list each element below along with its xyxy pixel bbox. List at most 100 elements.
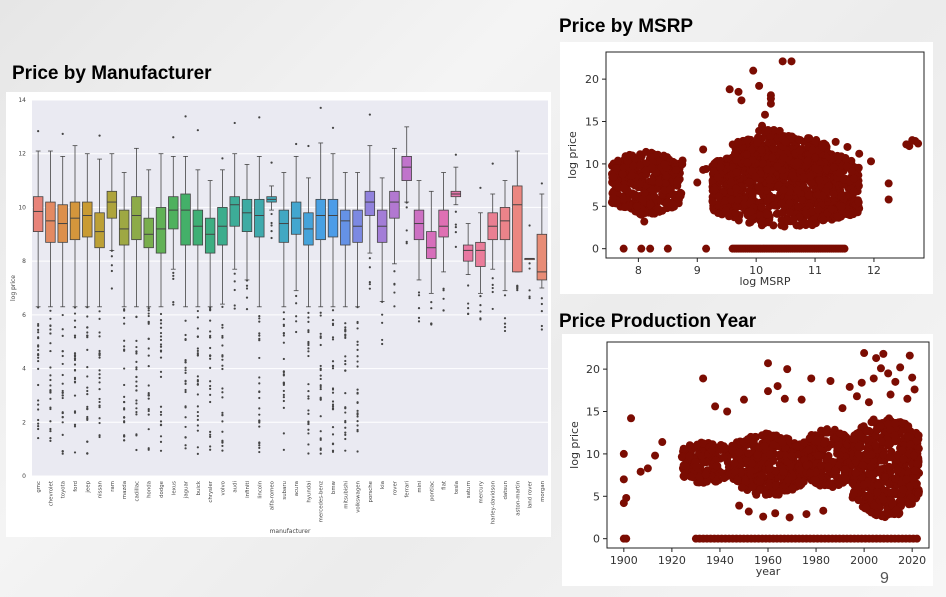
outlier <box>344 437 347 441</box>
msrp-scatter-chart: 0 5 10 15 20 8 9 10 11 12 log MSRP log price <box>566 51 925 288</box>
data-point <box>734 139 743 148</box>
box-audi <box>229 121 240 310</box>
outlier <box>37 408 40 411</box>
outlier <box>98 406 101 409</box>
data-point <box>827 205 836 214</box>
data-point <box>758 159 767 168</box>
outlier <box>319 437 322 440</box>
data-point <box>886 453 895 462</box>
box-subaru <box>278 172 290 451</box>
outlier <box>417 316 421 320</box>
point-cluster <box>607 147 687 218</box>
outlier <box>73 354 77 357</box>
data-point <box>913 459 922 468</box>
outlier <box>233 121 236 125</box>
box-mitsubishi <box>340 172 351 452</box>
outlier <box>245 287 249 290</box>
data-point <box>893 465 902 474</box>
data-point <box>859 480 868 489</box>
data-point <box>835 451 844 460</box>
outlier <box>331 426 335 429</box>
outlier <box>381 321 384 324</box>
box-iqr <box>204 217 216 254</box>
outlier <box>147 394 150 397</box>
x-tick-label: ford <box>73 481 79 492</box>
x-tick-label: rover <box>392 480 398 495</box>
outlier <box>258 420 261 423</box>
outlier <box>221 344 224 347</box>
data-point <box>678 156 687 165</box>
outlier <box>123 420 126 423</box>
outlier <box>61 334 64 337</box>
data-point <box>841 465 850 474</box>
outlier <box>37 403 40 406</box>
outlier <box>356 340 359 343</box>
box-ram <box>106 153 118 290</box>
outlier <box>356 320 359 324</box>
outlier <box>295 142 298 146</box>
box-nissan <box>94 134 105 439</box>
outlier <box>491 277 494 280</box>
outlier <box>221 364 224 367</box>
outlier <box>540 310 543 313</box>
outlier <box>344 369 347 372</box>
data-point <box>769 125 778 134</box>
outlier <box>209 330 212 333</box>
data-point <box>675 192 684 201</box>
outlier <box>37 359 40 363</box>
outlier <box>123 345 126 348</box>
outlier <box>61 354 64 358</box>
x-tick-label: chrysler <box>208 480 214 502</box>
data-point <box>716 440 725 449</box>
y-tick-label: 10 <box>18 204 26 211</box>
outlier <box>282 399 285 403</box>
box-morgan <box>536 182 548 331</box>
outlier <box>319 343 322 347</box>
outlier <box>61 433 64 436</box>
outlier <box>86 326 89 329</box>
data-point <box>759 512 768 521</box>
outlier <box>307 340 310 344</box>
data-point <box>899 455 908 464</box>
outlier <box>184 382 187 385</box>
outlier <box>123 349 126 352</box>
data-point <box>733 195 742 204</box>
data-point <box>815 176 824 185</box>
data-point <box>810 153 819 162</box>
outlier <box>442 289 445 292</box>
outlier <box>221 430 224 433</box>
y-tick-label: 15 <box>585 116 599 129</box>
data-point <box>871 431 880 440</box>
data-point <box>763 165 772 174</box>
outlier <box>221 367 224 371</box>
outlier <box>196 309 199 313</box>
data-point <box>833 212 842 221</box>
outlier <box>37 367 40 370</box>
outlier <box>270 221 273 225</box>
outlier <box>270 230 273 233</box>
outlier <box>307 329 310 332</box>
outlier <box>123 367 126 370</box>
data-point <box>754 182 763 191</box>
data-point <box>861 491 870 500</box>
outlier <box>61 396 64 400</box>
data-point <box>891 377 900 386</box>
outlier <box>196 452 199 455</box>
outlier <box>381 313 384 316</box>
data-point <box>765 450 774 459</box>
outlier <box>479 186 482 189</box>
data-point <box>748 459 757 468</box>
outlier <box>417 294 421 297</box>
x-tick-label: subaru <box>282 481 288 500</box>
data-point <box>854 442 863 451</box>
outlier <box>221 157 224 160</box>
outlier <box>209 354 212 357</box>
outlier <box>331 407 335 410</box>
outlier <box>295 294 298 298</box>
data-point <box>721 196 730 205</box>
outlier <box>147 337 150 340</box>
outlier <box>331 309 335 312</box>
data-point <box>884 439 893 448</box>
outlier <box>221 387 224 390</box>
data-point <box>714 192 723 201</box>
